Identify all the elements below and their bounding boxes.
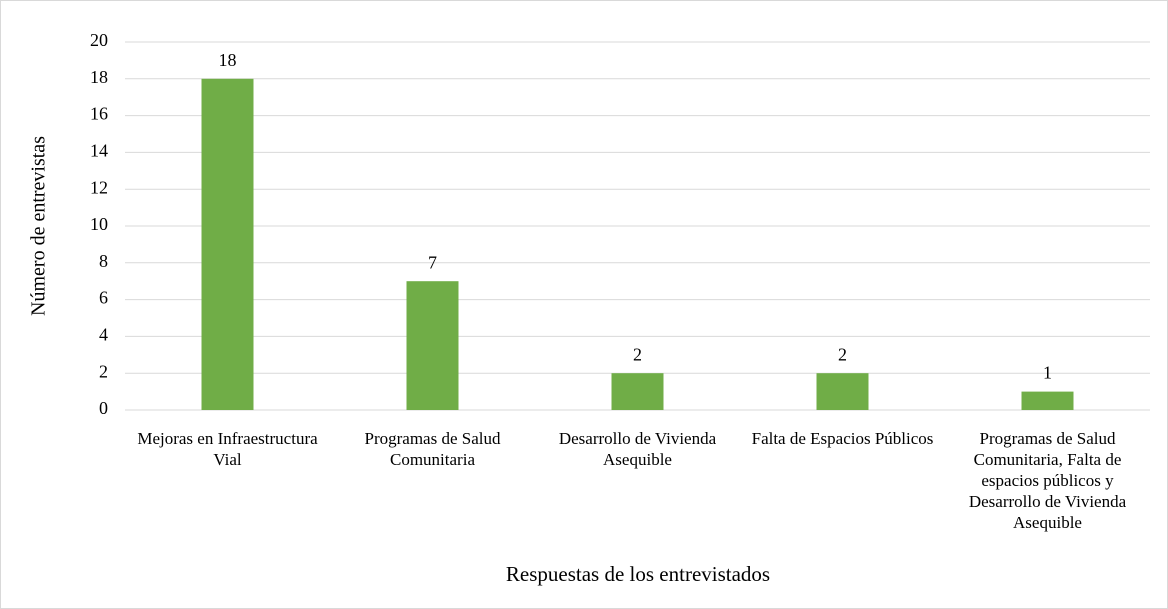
bar [1021,391,1074,410]
y-tick-label: 8 [99,251,108,271]
y-tick-label: 0 [99,398,108,418]
y-tick-label: 16 [90,104,108,124]
x-tick-label: Desarrollo de Vivienda Asequible [558,429,717,469]
bar [611,373,664,410]
y-tick-label: 10 [90,214,108,234]
bar [406,281,459,410]
x-tick-label: Falta de Espacios Públicos [751,429,934,448]
x-tick-label: Programas de Salud Comunitaria, Falta de… [968,429,1127,532]
y-axis-title: Número de entrevistas [28,136,50,316]
x-tick-label: Programas de Salud Comunitaria [364,429,501,469]
y-tick-label: 14 [90,141,108,161]
y-tick-label: 18 [90,67,108,87]
x-tick-label: Mejoras en Infraestructura Vial [137,429,318,469]
bar [816,373,869,410]
y-tick-label: 20 [90,30,108,50]
x-axis-title: Respuestas de los entrevistados [506,562,770,586]
y-tick-label: 6 [99,288,108,308]
data-label: 1 [1043,363,1052,383]
y-tick-label: 4 [99,325,108,345]
data-label: 18 [219,50,237,70]
data-label: 2 [838,344,847,364]
y-tick-label: 2 [99,361,108,381]
bar [201,78,254,411]
y-tick-label: 12 [90,177,108,197]
data-label: 7 [428,252,437,272]
data-label: 2 [633,344,642,364]
